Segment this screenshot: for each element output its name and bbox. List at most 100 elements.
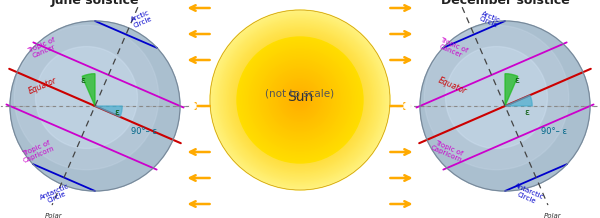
Wedge shape [505, 95, 532, 106]
Circle shape [227, 27, 373, 174]
Circle shape [213, 13, 387, 187]
Text: Sun: Sun [287, 90, 313, 104]
Circle shape [231, 31, 369, 169]
Text: Arctic
Circle: Arctic Circle [130, 10, 154, 29]
Circle shape [190, 103, 196, 109]
Circle shape [252, 52, 348, 148]
Circle shape [223, 24, 377, 177]
Circle shape [445, 46, 548, 148]
Circle shape [216, 16, 384, 184]
Circle shape [267, 67, 333, 133]
Circle shape [276, 76, 324, 124]
Circle shape [228, 28, 372, 172]
Text: ε: ε [80, 76, 86, 85]
Text: Tropic of
Capricorn: Tropic of Capricorn [429, 139, 465, 164]
Circle shape [546, 205, 553, 213]
Circle shape [457, 0, 464, 7]
Circle shape [296, 95, 305, 104]
Circle shape [246, 46, 354, 154]
Text: Tropic of
Cancer: Tropic of Cancer [436, 36, 469, 60]
Circle shape [243, 43, 357, 157]
Circle shape [237, 37, 363, 163]
Text: Polar
axis: Polar axis [45, 213, 62, 218]
Circle shape [299, 99, 302, 102]
Circle shape [251, 51, 349, 150]
Circle shape [212, 12, 389, 189]
Text: Equator: Equator [437, 76, 468, 96]
Circle shape [404, 103, 410, 109]
Circle shape [285, 85, 315, 115]
Text: 90°– ε: 90°– ε [541, 127, 567, 136]
Circle shape [221, 20, 380, 179]
Wedge shape [505, 74, 518, 106]
Text: Polar
axis: Polar axis [544, 213, 562, 218]
Circle shape [10, 21, 180, 191]
Circle shape [219, 19, 381, 181]
Circle shape [35, 46, 137, 148]
Circle shape [293, 92, 308, 107]
Circle shape [297, 97, 303, 103]
Text: Antarctic
Circle: Antarctic Circle [511, 183, 544, 207]
Circle shape [284, 83, 317, 116]
Text: Antarctic
Circle: Antarctic Circle [38, 183, 73, 207]
Circle shape [264, 64, 336, 136]
Circle shape [424, 25, 569, 170]
Text: Tropic of
Capricorn: Tropic of Capricorn [19, 139, 55, 164]
Circle shape [234, 34, 366, 166]
Circle shape [269, 68, 331, 131]
Circle shape [210, 10, 390, 190]
Circle shape [420, 21, 590, 191]
Circle shape [258, 58, 342, 142]
Circle shape [275, 75, 325, 126]
Circle shape [290, 90, 311, 111]
Text: Tropic of
Cancer: Tropic of Cancer [26, 36, 58, 60]
Circle shape [257, 56, 343, 143]
Circle shape [279, 79, 321, 121]
Circle shape [265, 65, 335, 135]
Circle shape [249, 49, 351, 151]
Circle shape [47, 205, 54, 213]
Circle shape [294, 94, 306, 106]
Circle shape [218, 17, 383, 182]
Circle shape [270, 70, 330, 130]
Text: Arctic
Circle: Arctic Circle [478, 10, 502, 29]
Circle shape [222, 22, 378, 178]
Circle shape [245, 44, 355, 155]
Circle shape [282, 82, 318, 118]
Circle shape [14, 25, 159, 170]
Circle shape [599, 103, 600, 109]
Circle shape [235, 36, 365, 165]
Text: ε: ε [115, 108, 119, 117]
Circle shape [287, 87, 314, 114]
Text: ε: ε [514, 76, 520, 85]
Circle shape [261, 61, 339, 139]
Circle shape [291, 91, 309, 109]
Circle shape [288, 88, 312, 112]
Text: Equator: Equator [27, 76, 58, 96]
Circle shape [0, 103, 1, 109]
Text: June solstice: June solstice [51, 0, 139, 7]
Circle shape [277, 78, 323, 123]
Circle shape [136, 0, 143, 7]
Circle shape [225, 25, 375, 175]
Text: ε: ε [524, 108, 530, 117]
Text: December solstice: December solstice [440, 0, 569, 7]
Circle shape [248, 48, 353, 153]
Circle shape [263, 63, 337, 138]
Circle shape [215, 15, 386, 186]
Wedge shape [82, 74, 95, 106]
Text: (not to scale): (not to scale) [265, 88, 335, 98]
Circle shape [254, 53, 347, 146]
Circle shape [233, 32, 367, 167]
Circle shape [271, 72, 329, 128]
Circle shape [273, 73, 327, 127]
Circle shape [255, 55, 345, 145]
Circle shape [260, 60, 341, 140]
Circle shape [229, 29, 371, 170]
Circle shape [281, 80, 320, 119]
Circle shape [240, 40, 360, 160]
Circle shape [239, 39, 361, 162]
Wedge shape [95, 106, 122, 117]
Text: 90°– ε: 90°– ε [131, 127, 157, 136]
Circle shape [241, 41, 359, 158]
